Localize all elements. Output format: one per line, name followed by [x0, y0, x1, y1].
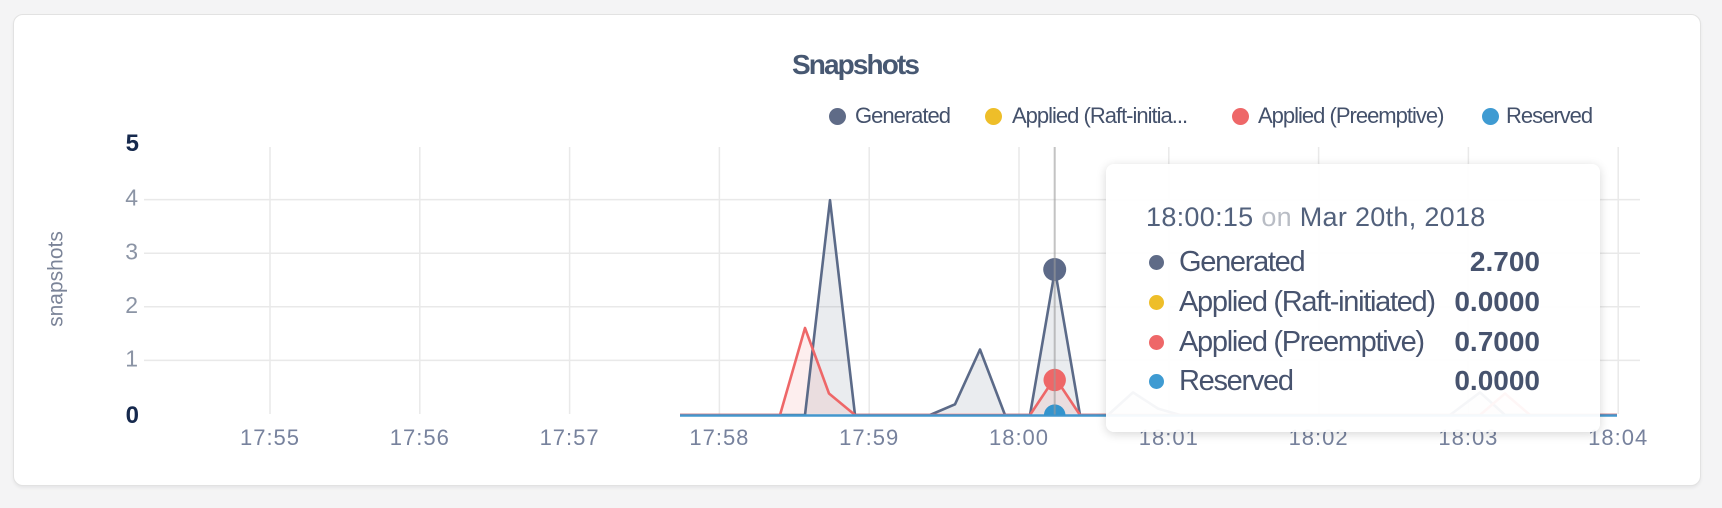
- svg-text:17:57: 17:57: [540, 425, 600, 450]
- svg-text:1: 1: [125, 346, 138, 372]
- svg-text:snapshots: snapshots: [45, 231, 68, 327]
- svg-text:17:59: 17:59: [839, 425, 899, 450]
- svg-text:0: 0: [126, 402, 139, 429]
- svg-text:3: 3: [125, 239, 138, 265]
- svg-text:4: 4: [125, 185, 138, 211]
- svg-text:18:00: 18:00: [989, 425, 1049, 450]
- svg-text:5: 5: [126, 130, 139, 157]
- svg-text:17:56: 17:56: [390, 425, 450, 450]
- svg-text:17:55: 17:55: [240, 425, 300, 450]
- svg-text:2: 2: [125, 292, 138, 318]
- svg-text:17:58: 17:58: [689, 425, 749, 450]
